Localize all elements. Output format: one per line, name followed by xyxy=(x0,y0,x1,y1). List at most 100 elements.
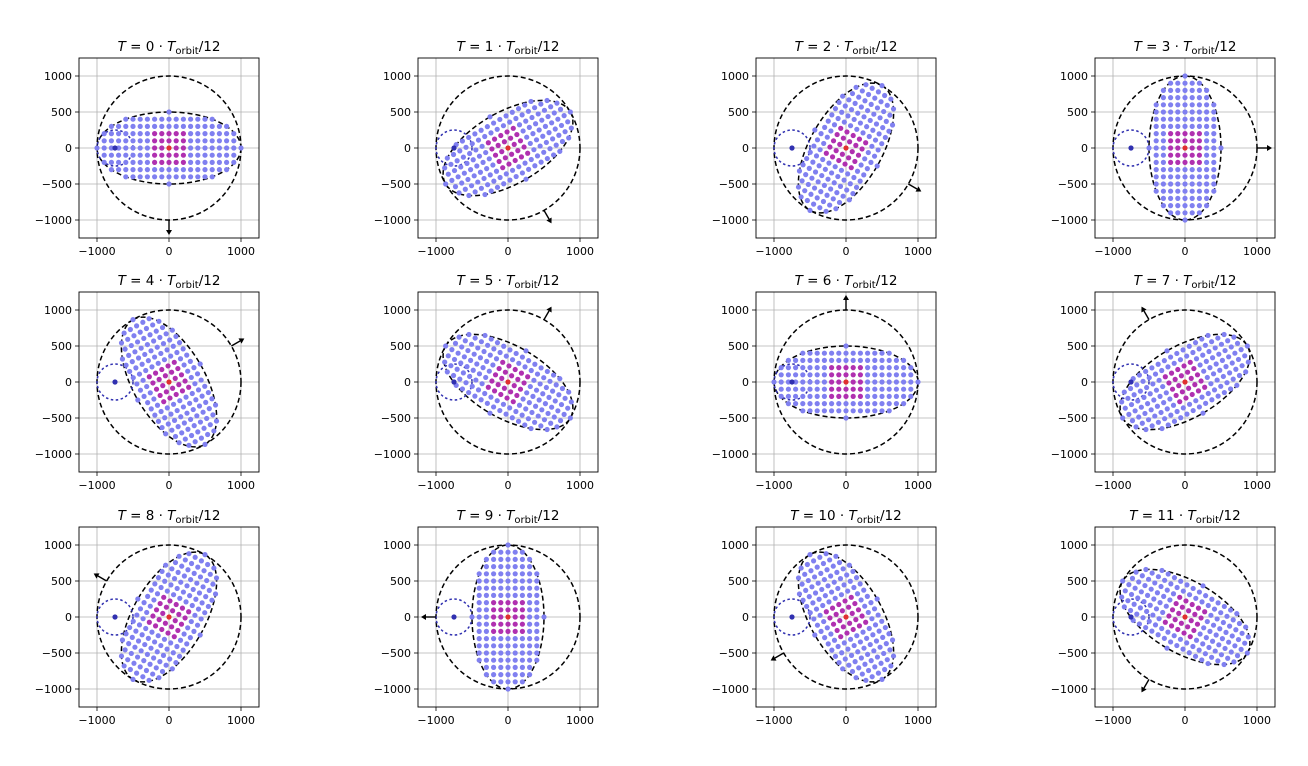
particle-point xyxy=(807,408,813,414)
particle-point xyxy=(1173,600,1179,607)
title-eq: = 5 · xyxy=(465,273,506,289)
particle-point xyxy=(1218,652,1225,658)
x-tick-label: 0 xyxy=(166,479,173,492)
particle-point xyxy=(517,386,524,392)
particle-point xyxy=(1196,167,1202,173)
particle-point xyxy=(135,397,141,403)
particle-point xyxy=(876,628,882,634)
particle-point xyxy=(505,571,511,577)
particle-point xyxy=(505,650,511,656)
particle-point xyxy=(451,167,458,174)
particle-point xyxy=(475,137,482,143)
particle-point xyxy=(1204,123,1210,129)
particle-point xyxy=(1210,622,1217,628)
particle-point xyxy=(1211,102,1217,108)
particle-point xyxy=(1218,145,1224,151)
particle-point xyxy=(1156,377,1162,383)
particle-point xyxy=(154,649,160,655)
particle-point xyxy=(202,123,208,129)
particle-point xyxy=(466,389,472,396)
particle-point xyxy=(838,125,844,131)
particle-point xyxy=(828,573,834,579)
small-body-point xyxy=(1128,614,1134,620)
particle-point xyxy=(498,636,504,642)
particle-point xyxy=(171,576,178,582)
particle-point xyxy=(483,578,489,584)
particle-point xyxy=(519,556,526,563)
particle-point xyxy=(147,661,153,667)
particle-point xyxy=(483,650,489,656)
particle-point xyxy=(476,607,482,613)
particle-point xyxy=(1204,138,1210,144)
particle-point xyxy=(1136,414,1142,420)
panel-title: T = 1 · Torbit/12 xyxy=(457,39,560,57)
particle-point xyxy=(834,190,840,196)
particle-point xyxy=(498,571,504,577)
particle-point xyxy=(1220,619,1226,626)
particle-point xyxy=(202,167,208,173)
particle-point xyxy=(519,643,526,649)
particle-point xyxy=(176,340,183,346)
velocity-arrow-head xyxy=(770,655,777,661)
particle-point xyxy=(829,605,836,611)
particle-point xyxy=(464,160,470,166)
particle-point xyxy=(512,366,518,373)
particle-point xyxy=(123,631,129,637)
particle-point xyxy=(1175,123,1181,129)
particle-point xyxy=(156,376,162,382)
particle-point xyxy=(216,123,222,129)
particle-point xyxy=(176,382,182,388)
panel-title: T = 8 · Torbit/12 xyxy=(118,508,221,526)
particle-point xyxy=(1208,612,1214,618)
x-tick-label: 0 xyxy=(843,245,850,258)
particle-point xyxy=(456,334,462,340)
particle-point xyxy=(886,386,892,392)
particle-point xyxy=(557,376,563,382)
particle-point xyxy=(189,390,195,397)
plot-content xyxy=(773,75,919,221)
particle-point xyxy=(1181,363,1187,369)
particle-point xyxy=(128,650,134,657)
particle-point xyxy=(877,644,883,650)
particle-point xyxy=(140,616,146,622)
particle-point xyxy=(483,643,489,649)
particle-point xyxy=(868,101,874,107)
particle-point xyxy=(94,145,100,151)
particle-point xyxy=(167,395,173,401)
particle-point xyxy=(476,650,482,656)
particle-point xyxy=(143,625,149,632)
particle-point xyxy=(1227,370,1233,376)
particle-point xyxy=(498,585,504,591)
particle-point xyxy=(849,610,855,617)
particle-point xyxy=(142,641,148,648)
y-tick-label: −1000 xyxy=(35,214,72,227)
particle-point xyxy=(137,131,143,137)
particle-point xyxy=(133,628,139,634)
particle-point xyxy=(874,654,881,660)
particle-point xyxy=(216,152,222,158)
particle-point xyxy=(146,374,152,380)
particle-point xyxy=(1225,655,1231,661)
y-tick-label: −1000 xyxy=(712,683,749,696)
particle-point xyxy=(793,357,799,363)
particle-point xyxy=(169,666,175,672)
panel-title: T = 9 · Torbit/12 xyxy=(457,508,560,526)
particle-point xyxy=(526,166,532,172)
particle-point xyxy=(1207,628,1213,635)
particle-point xyxy=(858,597,864,603)
particle-point xyxy=(485,182,491,188)
title-T-orbit: T xyxy=(1183,39,1193,55)
particle-point xyxy=(1153,167,1159,173)
particle-point xyxy=(499,149,505,155)
particle-point xyxy=(525,108,531,114)
particle-point xyxy=(498,672,504,678)
particle-point xyxy=(1168,188,1174,194)
particle-point xyxy=(858,104,864,110)
particle-point xyxy=(153,665,159,671)
particle-point xyxy=(857,365,864,371)
particle-point xyxy=(491,556,497,563)
particle-point xyxy=(498,132,504,139)
particle-point xyxy=(185,567,191,573)
particle-point xyxy=(202,152,208,158)
title-subscript: orbit xyxy=(857,515,880,526)
